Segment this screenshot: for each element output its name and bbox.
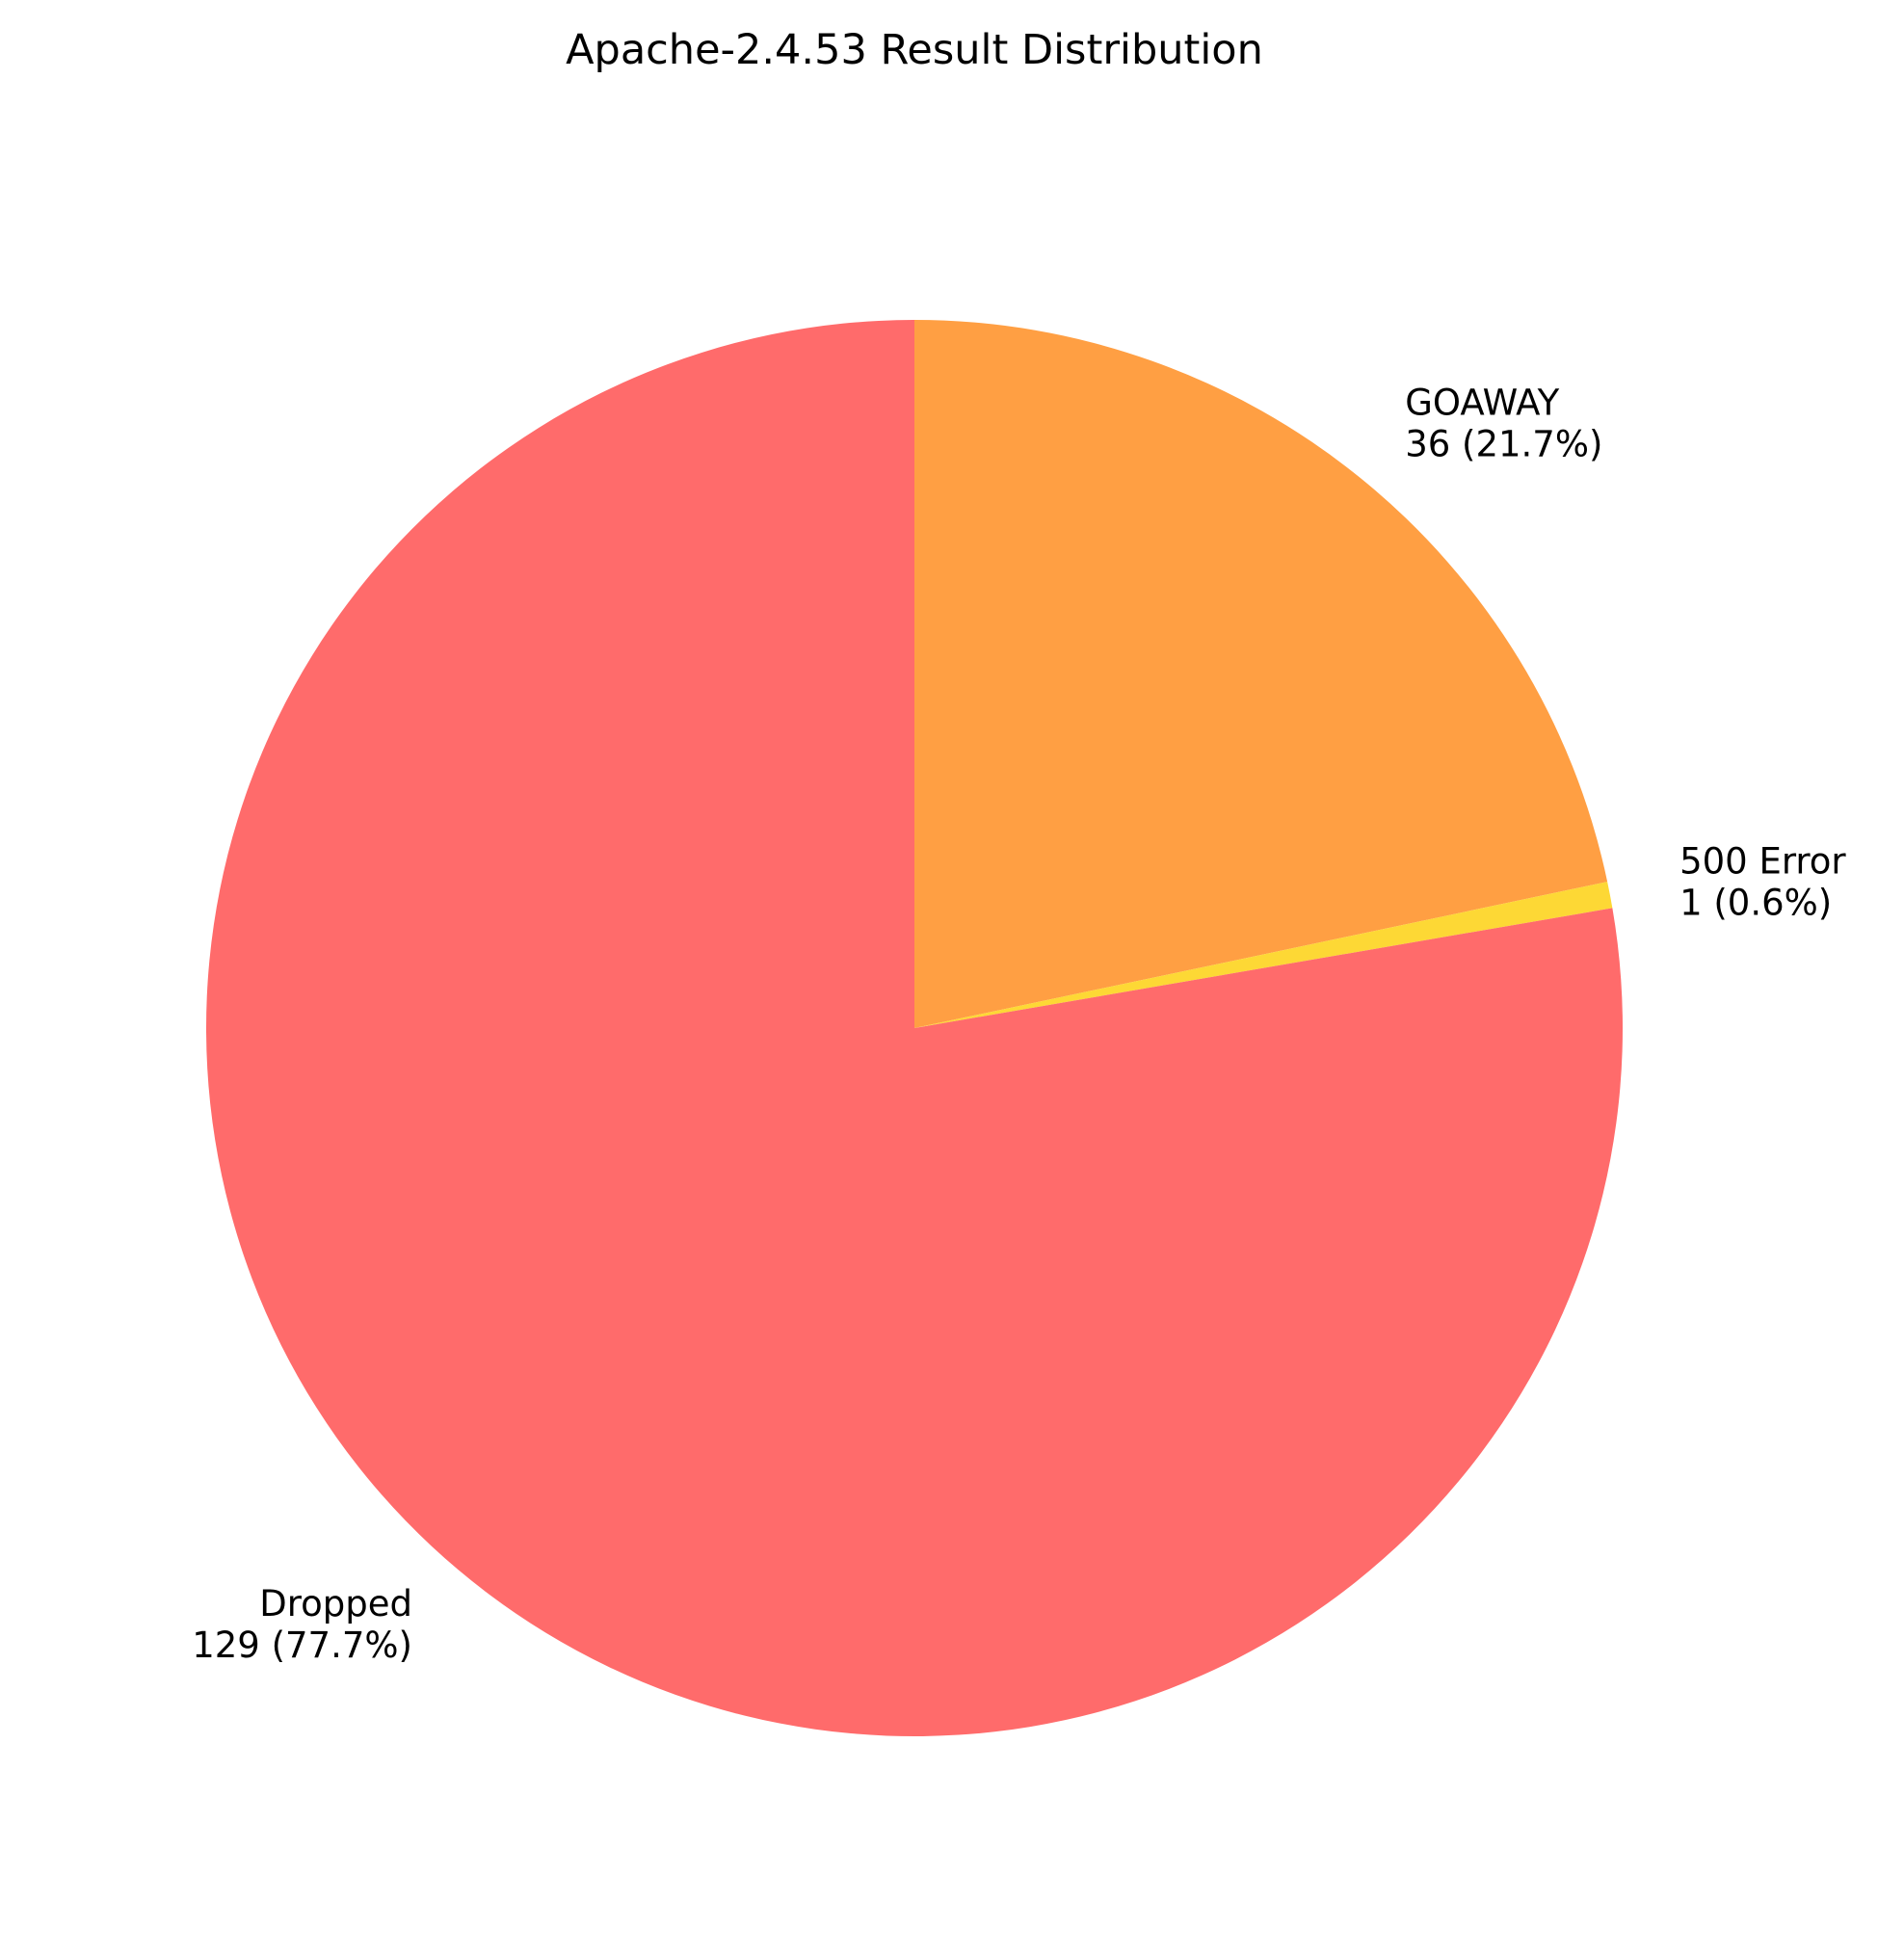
chart-title: Apache-2.4.53 Result Distribution (566, 26, 1263, 74)
slice-name-label: Dropped (259, 1583, 412, 1625)
slice-value-label: 1 (0.6%) (1679, 882, 1832, 923)
pie-slice-500-error (914, 882, 1613, 1028)
pie-slice-goaway (914, 320, 1608, 1028)
pie-slice-dropped (205, 320, 1623, 1736)
slice-name-label: GOAWAY (1405, 382, 1559, 423)
slice-name-label: 500 Error (1679, 840, 1846, 882)
pie-slices (205, 320, 1623, 1736)
slice-value-label: 129 (77.7%) (192, 1625, 412, 1666)
slice-value-label: 36 (21.7%) (1405, 423, 1602, 464)
